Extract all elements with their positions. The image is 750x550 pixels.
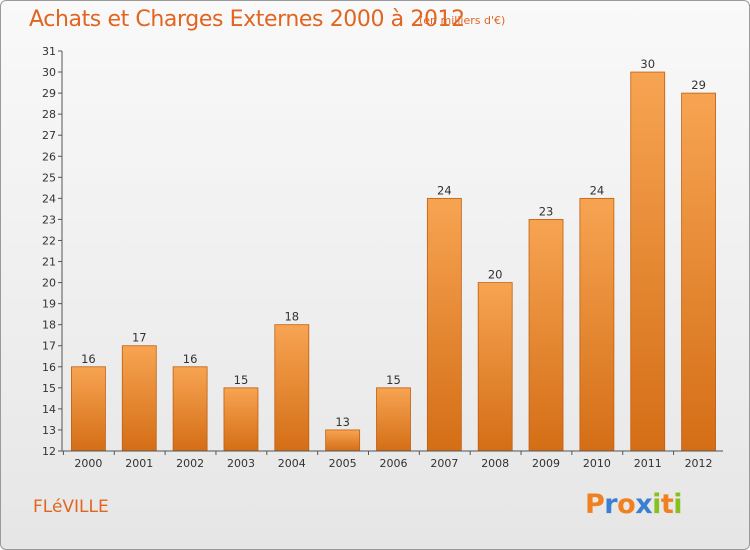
logo-letter: i bbox=[673, 489, 683, 520]
logo-letter: t bbox=[660, 489, 674, 520]
x-tick-label-2008: 2008 bbox=[481, 457, 509, 470]
bar-2006 bbox=[376, 387, 411, 452]
logo-letter: i bbox=[652, 489, 661, 520]
value-label-2001: 17 bbox=[132, 331, 147, 345]
y-tick-label: 23 bbox=[42, 213, 56, 226]
bar-2000 bbox=[71, 366, 106, 452]
bar-2007 bbox=[426, 197, 462, 452]
value-label-2003: 15 bbox=[234, 373, 249, 387]
x-tick-label-2004: 2004 bbox=[278, 457, 306, 470]
y-tick-label: 22 bbox=[42, 234, 56, 247]
value-label-2005: 13 bbox=[335, 415, 350, 429]
y-tick-label: 17 bbox=[42, 340, 56, 353]
y-tick-label: 18 bbox=[42, 319, 56, 332]
value-label-2011: 30 bbox=[640, 57, 655, 71]
x-tick-label-2010: 2010 bbox=[583, 457, 611, 470]
bar-2011 bbox=[630, 71, 666, 452]
value-label-2002: 16 bbox=[183, 352, 198, 366]
logo-letter: r bbox=[604, 489, 618, 520]
bar-2005 bbox=[325, 429, 361, 452]
bar-2001 bbox=[121, 345, 157, 452]
bar-2004 bbox=[274, 324, 310, 452]
x-tick-label-2011: 2011 bbox=[634, 457, 662, 470]
logo-letter: P bbox=[585, 489, 605, 520]
x-tick-label-2001: 2001 bbox=[125, 457, 153, 470]
y-axis: 12 13 14 15 16 17 18 19 20 21 22 23 24 25 26 27 28 29 30 31 bbox=[42, 45, 63, 458]
y-tick-label: 30 bbox=[42, 66, 56, 79]
logo-letter: x bbox=[635, 489, 653, 520]
value-label-2007: 24 bbox=[437, 183, 452, 197]
y-tick-label: 29 bbox=[42, 87, 56, 100]
commune-name: FLéVILLE bbox=[33, 497, 109, 517]
chart-subtitle: (en milliers d'€) bbox=[419, 14, 506, 27]
y-tick-label: 12 bbox=[42, 445, 56, 458]
x-tick-label-2003: 2003 bbox=[227, 457, 255, 470]
bar-2010 bbox=[579, 197, 615, 452]
bars-group bbox=[71, 71, 716, 452]
logo-letter: o bbox=[617, 489, 636, 520]
value-label-2004: 18 bbox=[284, 310, 299, 324]
bar-2012 bbox=[681, 92, 716, 452]
bar-2008 bbox=[477, 282, 513, 452]
x-tick-label-2000: 2000 bbox=[74, 457, 102, 470]
y-tick-label: 26 bbox=[42, 150, 56, 163]
x-tick-label-2009: 2009 bbox=[532, 457, 560, 470]
y-tick-label: 15 bbox=[42, 382, 56, 395]
x-tick-label-2012: 2012 bbox=[685, 457, 713, 470]
proxiti-logo: Proxiti bbox=[585, 489, 683, 520]
bar-2003 bbox=[223, 387, 259, 452]
y-tick-label: 21 bbox=[42, 256, 56, 269]
bar-2009 bbox=[528, 219, 564, 452]
y-tick-label: 16 bbox=[42, 361, 56, 374]
value-label-2010: 24 bbox=[590, 183, 605, 197]
y-tick-label: 14 bbox=[42, 403, 56, 416]
x-tick-label-2006: 2006 bbox=[380, 457, 408, 470]
value-label-2009: 23 bbox=[539, 204, 554, 218]
value-labels: 16 17 16 15 18 13 15 24 20 23 24 30 29 bbox=[81, 57, 706, 429]
y-tick-label: 19 bbox=[42, 298, 56, 311]
y-tick-label: 28 bbox=[42, 108, 56, 121]
x-tick-label-2007: 2007 bbox=[430, 457, 458, 470]
y-tick-label: 13 bbox=[42, 424, 56, 437]
value-label-2000: 16 bbox=[81, 352, 96, 366]
value-label-2012: 29 bbox=[691, 78, 706, 92]
y-tick-label: 25 bbox=[42, 171, 56, 184]
x-tick-label-2002: 2002 bbox=[176, 457, 204, 470]
x-tick-label-2005: 2005 bbox=[329, 457, 357, 470]
bar-2002 bbox=[172, 366, 208, 452]
y-tick-label: 24 bbox=[42, 192, 56, 205]
y-tick-label: 27 bbox=[42, 129, 56, 142]
chart-title: Achats et Charges Externes 2000 à 2012 bbox=[29, 7, 465, 32]
y-tick-label: 20 bbox=[42, 277, 56, 290]
value-label-2006: 15 bbox=[386, 373, 401, 387]
value-label-2008: 20 bbox=[488, 268, 503, 282]
x-axis: 2000 2001 2002 2003 2004 2005 2006 2007 2008 2009… bbox=[62, 450, 723, 470]
y-tick-label: 31 bbox=[42, 45, 56, 58]
